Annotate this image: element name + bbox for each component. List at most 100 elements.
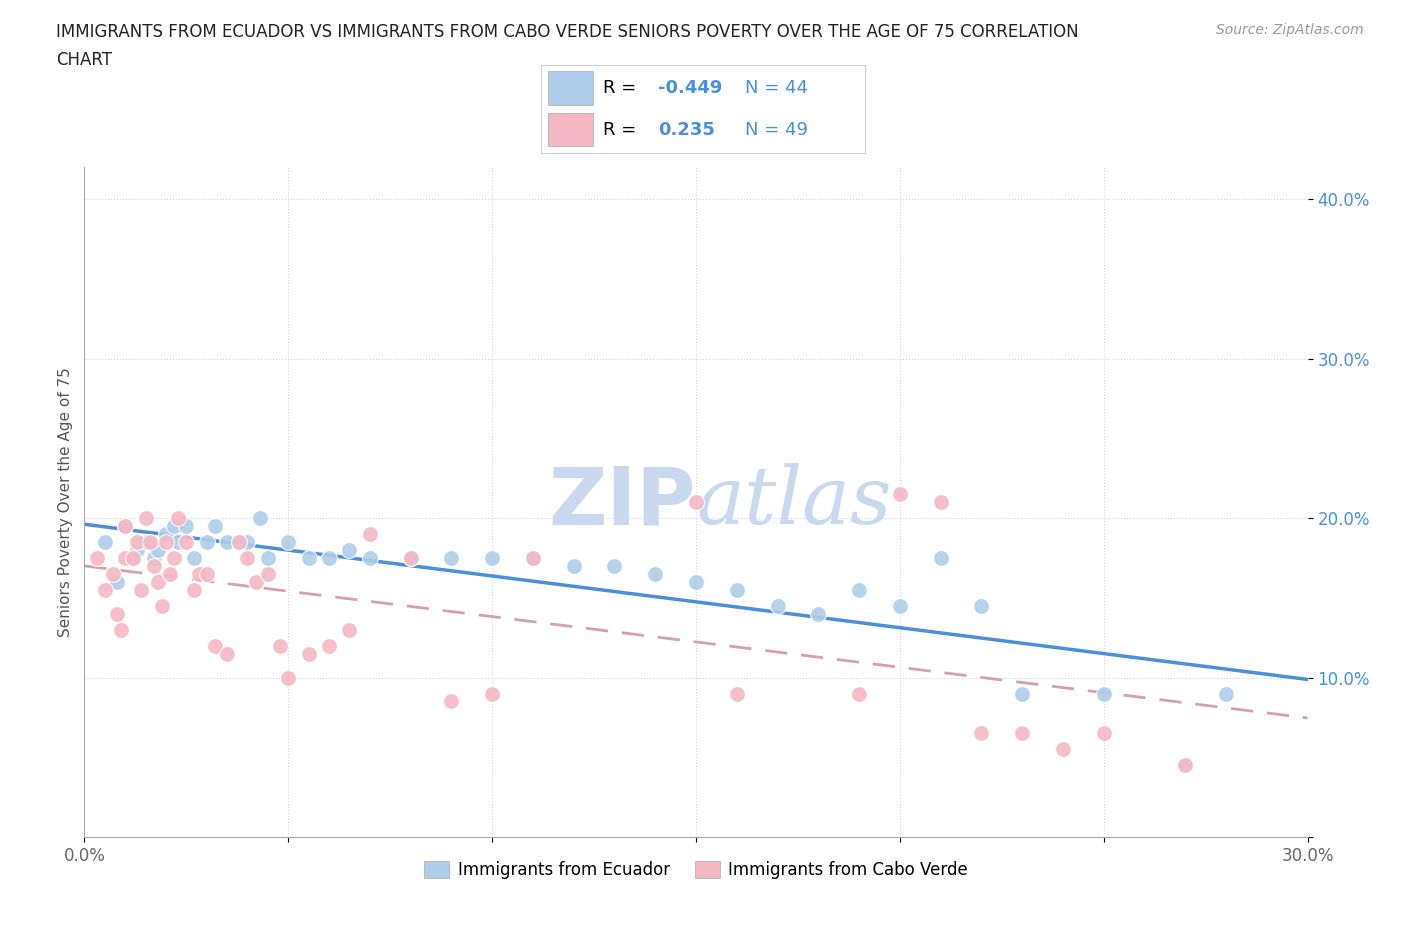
Point [1092,726,1115,741]
Point [114,551,136,565]
Point [725,686,748,701]
Point [298,551,321,565]
Point [277,671,299,685]
Point [929,495,952,510]
Text: R =: R = [603,121,648,139]
Point [167,511,190,525]
Point [86,551,108,565]
Point [236,535,259,550]
Legend: Immigrants from Ecuador, Immigrants from Cabo Verde: Immigrants from Ecuador, Immigrants from… [418,854,974,885]
Text: atlas: atlas [696,463,891,541]
Point [127,542,149,557]
Point [163,519,186,534]
Point [1011,726,1033,741]
Point [122,551,145,565]
Point [195,566,218,581]
Point [440,694,463,709]
Point [114,519,136,534]
Point [183,582,205,597]
Point [155,535,177,550]
Point [135,535,157,550]
Text: Source: ZipAtlas.com: Source: ZipAtlas.com [1216,23,1364,37]
Point [105,606,128,621]
Point [970,598,993,613]
Point [127,535,149,550]
Point [146,542,169,557]
Point [150,598,173,613]
Point [318,638,340,653]
Point [110,622,132,637]
Text: ZIP: ZIP [548,463,696,541]
Text: -0.449: -0.449 [658,79,723,97]
Point [183,551,205,565]
Point [1011,686,1033,701]
Point [970,726,993,741]
Point [522,551,544,565]
Point [359,551,381,565]
Point [167,535,190,550]
Bar [548,113,593,146]
Text: CHART: CHART [56,51,112,69]
Point [159,566,181,581]
Point [522,551,544,565]
Point [848,686,870,701]
Point [399,551,422,565]
Text: 0.235: 0.235 [658,121,714,139]
Point [142,559,165,574]
Point [481,686,503,701]
Point [339,622,360,637]
Point [1174,758,1197,773]
Text: R =: R = [603,79,641,97]
Bar [548,72,593,105]
Point [93,582,115,597]
Point [174,519,197,534]
Point [481,551,503,565]
Point [685,495,707,510]
Point [399,551,422,565]
Point [204,519,226,534]
Point [187,566,209,581]
Point [644,566,666,581]
Point [848,582,870,597]
Point [725,582,748,597]
Point [929,551,952,565]
Point [889,486,911,501]
Text: N = 44: N = 44 [745,79,808,97]
Point [1174,758,1197,773]
Point [101,566,124,581]
Point [122,551,145,565]
Text: IMMIGRANTS FROM ECUADOR VS IMMIGRANTS FROM CABO VERDE SENIORS POVERTY OVER THE A: IMMIGRANTS FROM ECUADOR VS IMMIGRANTS FR… [56,23,1078,41]
Point [562,559,585,574]
Point [1092,686,1115,701]
Point [1215,686,1237,701]
Point [217,535,239,550]
Point [204,638,226,653]
Point [217,646,239,661]
Point [131,582,153,597]
Point [298,646,321,661]
Point [249,511,271,525]
Y-axis label: Seniors Poverty Over the Age of 75: Seniors Poverty Over the Age of 75 [58,367,73,637]
Point [685,575,707,590]
Point [236,551,259,565]
Point [277,535,299,550]
Point [359,526,381,541]
Point [135,511,157,525]
Point [440,551,463,565]
Point [142,551,165,565]
Point [195,535,218,550]
Point [105,575,128,590]
Point [228,535,250,550]
Point [114,519,136,534]
Point [138,535,160,550]
Point [766,598,789,613]
Point [228,535,250,550]
Point [155,526,177,541]
Point [257,566,280,581]
Point [245,575,267,590]
Point [146,575,169,590]
Text: N = 49: N = 49 [745,121,808,139]
Point [174,535,197,550]
Point [603,559,626,574]
Point [807,606,830,621]
